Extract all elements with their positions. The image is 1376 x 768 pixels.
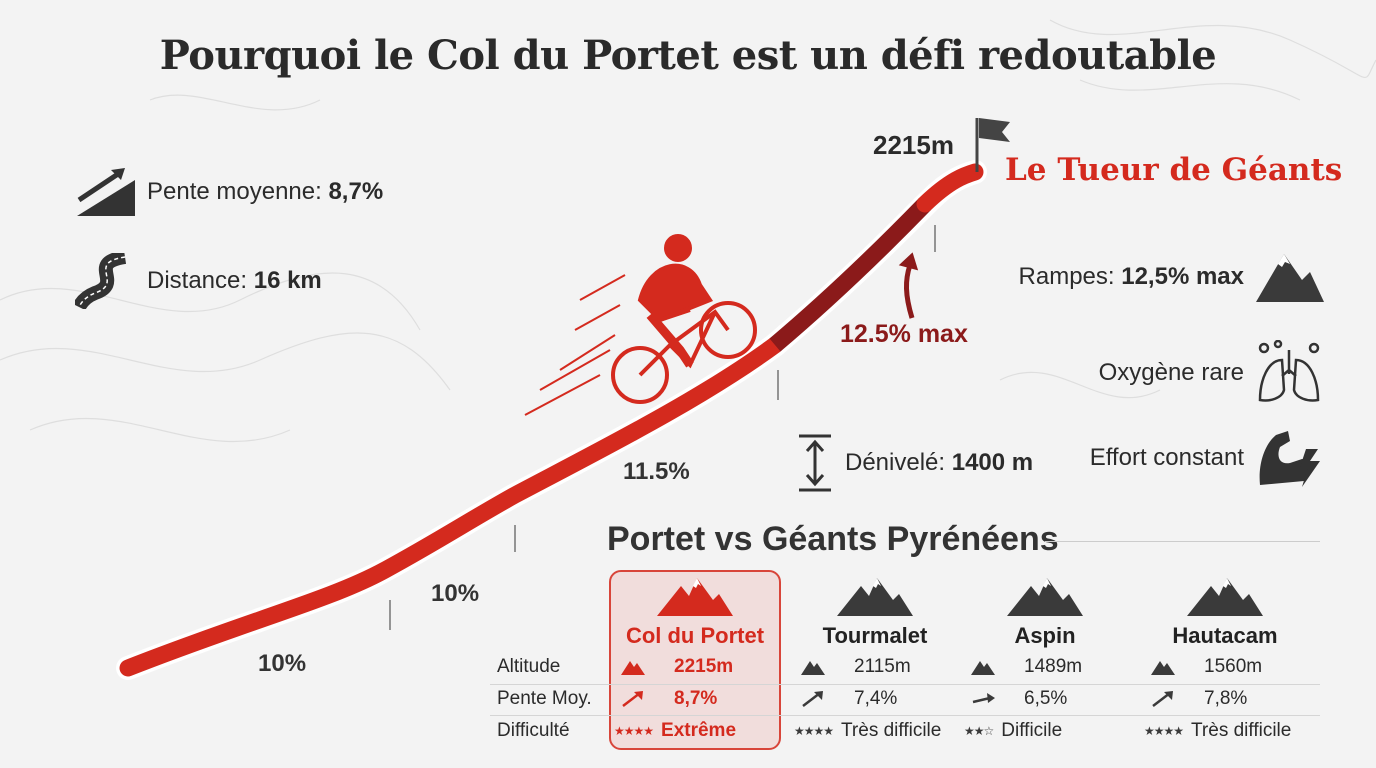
mountain-small-icon [1151, 661, 1175, 675]
mountain-small-icon [621, 661, 645, 675]
difficulty-stars: ★★★★ [614, 724, 654, 738]
stat-constant-effort: Effort constant [1090, 425, 1324, 491]
stat-average-slope: Pente moyenne: 8,7% [75, 166, 383, 218]
stat-distance: Distance: 16 km [75, 253, 322, 309]
lungs-icon [1258, 340, 1320, 402]
slope-cell: 8,7% [620, 688, 717, 710]
difficulty-stars: ★★☆ [964, 724, 994, 738]
segment-gradient: 11.5% [623, 458, 690, 485]
column-name: Col du Portet [625, 623, 765, 648]
summit-flag-icon [975, 118, 1010, 172]
summit-altitude: 2215m [873, 130, 954, 160]
stat-ramps: Rampes: 12,5% max [1019, 250, 1324, 304]
row-label: Altitude [497, 656, 561, 677]
profile-line-main [119, 336, 784, 677]
segment-gradient: 10% [258, 650, 307, 677]
curved-arrow-icon [904, 264, 915, 319]
trend-arrow-icon [972, 693, 995, 704]
difficulty-stars: ★★★★ [1144, 724, 1184, 738]
slope-cell: 7,4% [800, 688, 897, 710]
comparison-title: Portet vs Géants Pyrénéens [607, 520, 1059, 558]
trend-arrow-icon [622, 691, 643, 707]
slope-cell: 7,8% [1150, 688, 1247, 710]
mountain-icon [1256, 254, 1324, 302]
divider [1045, 541, 1320, 542]
comparison-column: Col du Portet [610, 576, 780, 649]
winding-road-icon [75, 253, 127, 309]
vertical-arrows-icon [799, 434, 831, 492]
row-label: Pente Moy. [497, 688, 592, 709]
segment-gradient: 10% [431, 580, 480, 607]
trend-arrow-icon [1152, 691, 1173, 707]
divider [490, 684, 1320, 685]
divider [490, 715, 1320, 716]
column-name: Hautacam [1172, 623, 1278, 648]
slope-icon [77, 168, 135, 216]
mountain-small-icon [801, 661, 825, 675]
page-title: Pourquoi le Col du Portet est un défi re… [159, 32, 1217, 79]
altitude-cell: 2115m [800, 656, 911, 678]
slope-cell: 6,5% [970, 688, 1067, 710]
flexed-arm-icon [1259, 431, 1320, 487]
mountain-icon [837, 578, 913, 616]
difficulty-cell: ★★★★ Très difficile [1144, 720, 1292, 741]
stat-oxygen: Oxygène rare [1099, 340, 1324, 406]
altitude-cell: 1489m [970, 656, 1082, 678]
mountain-icon [657, 578, 733, 616]
nickname-heading: Le Tueur de Géants [1005, 152, 1343, 188]
column-name: Tourmalet [822, 623, 928, 648]
difficulty-stars: ★★★★ [794, 724, 834, 738]
trend-arrow-icon [802, 691, 823, 707]
altitude-cell: 1560m [1150, 656, 1262, 678]
mountain-icon [1007, 578, 1083, 616]
stat-elevation-gain: Dénivelé: 1400 m [795, 433, 1033, 493]
cyclist-icon [524, 234, 757, 416]
mountain-icon [1187, 578, 1263, 616]
max-gradient-label: 12.5% max [840, 320, 968, 348]
comparison-column: Aspin [960, 576, 1130, 649]
row-label: Difficulté [497, 720, 570, 741]
difficulty-cell: ★★★★ Très difficile [794, 720, 942, 741]
difficulty-cell: ★★☆ Difficile [964, 720, 1063, 741]
profile-line-steep [769, 198, 932, 352]
mountain-small-icon [971, 661, 995, 675]
comparison-column: Tourmalet [790, 576, 960, 649]
difficulty-cell: ★★★★ Extrême [614, 720, 737, 741]
column-name: Aspin [1014, 623, 1076, 648]
comparison-column: Hautacam [1140, 576, 1310, 649]
altitude-cell: 2215m [620, 656, 733, 678]
